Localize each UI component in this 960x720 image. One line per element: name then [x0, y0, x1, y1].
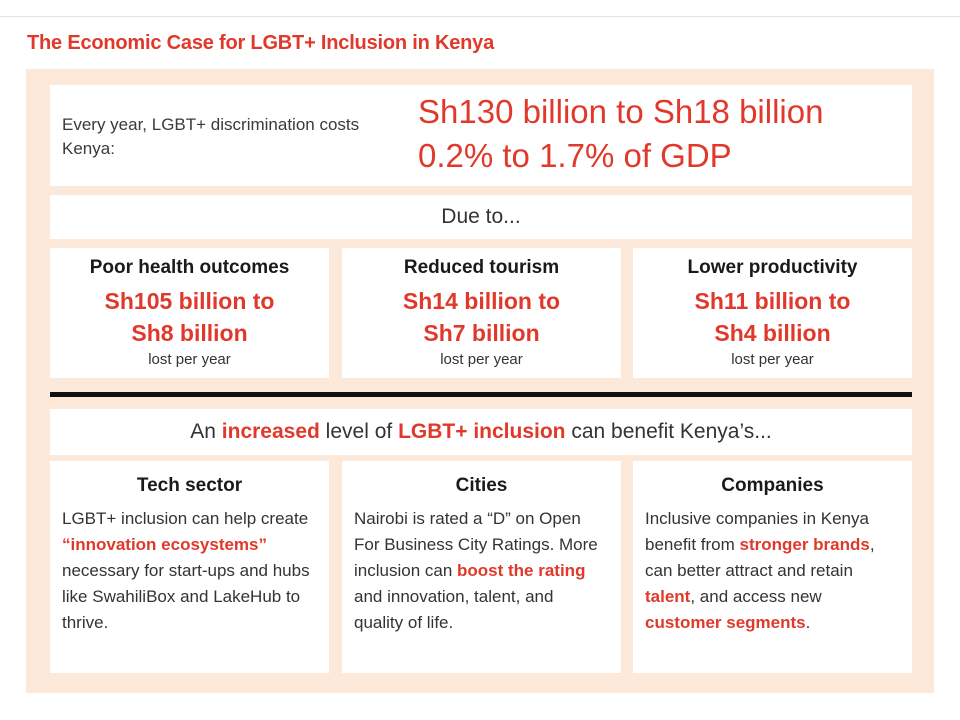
area-card-tech: Tech sector LGBT+ inclusion can help cre… [50, 461, 329, 673]
cause-card-health: Poor health outcomes Sh105 billion to Sh… [50, 248, 329, 378]
headline-gdp-range: 0.2% to 1.7% of GDP [418, 137, 732, 174]
headline-lead-text: Every year, LGBT+ discrimination costs K… [62, 115, 360, 158]
cause-amount-line: Sh14 billion to [402, 288, 561, 314]
headline-cost-range: Sh130 billion to Sh18 billion [418, 93, 824, 130]
cause-title: Poor health outcomes [89, 257, 290, 278]
due-to-banner: Due to... [50, 195, 912, 239]
benefit-text: An [190, 420, 222, 443]
area-highlight: stronger brands [739, 535, 870, 554]
area-text: Nairobi is rated a “D” on Open For Busin… [354, 509, 598, 580]
area-title: Cities [455, 475, 508, 496]
cause-note: lost per year [148, 351, 231, 368]
benefit-text: can benefit Kenya’s... [565, 420, 772, 443]
cause-amount-line: Sh4 billion [714, 320, 831, 346]
top-divider-line [0, 16, 960, 17]
area-title: Companies [721, 475, 824, 496]
area-body: LGBT+ inclusion can help create “innovat… [62, 506, 315, 636]
benefit-text: level of [319, 420, 399, 443]
area-card-companies: Companies Inclusive companies in Kenya b… [633, 461, 912, 673]
area-text: and innovation, talent, and quality of l… [354, 587, 554, 632]
area-text: , can better attract and retain [645, 535, 875, 580]
cause-amount-line: Sh7 billion [423, 320, 540, 346]
area-highlight: boost the rating [457, 561, 586, 580]
section-divider [50, 392, 912, 397]
area-text: . [805, 613, 811, 632]
area-body: Nairobi is rated a “D” on Open For Busin… [354, 506, 607, 636]
cause-note: lost per year [731, 351, 814, 368]
area-highlight: talent [645, 587, 691, 606]
area-text: , and access new [690, 587, 822, 606]
cause-amount-line: Sh11 billion to [694, 288, 851, 314]
cause-amount-line: Sh105 billion to [104, 288, 275, 314]
area-card-cities: Cities Nairobi is rated a “D” on Open Fo… [342, 461, 621, 673]
cause-amount: Sh105 billion to Sh8 billion [50, 285, 329, 349]
area-highlight: “innovation ecosystems” [62, 535, 268, 554]
cause-card-productivity: Lower productivity Sh11 billion to Sh4 b… [633, 248, 912, 378]
headline-card: Every year, LGBT+ discrimination costs K… [50, 85, 912, 186]
benefit-highlight: LGBT+ inclusion [398, 420, 566, 443]
area-body: Inclusive companies in Kenya benefit fro… [645, 506, 898, 636]
cause-amount-line: Sh8 billion [131, 320, 248, 346]
cause-note: lost per year [440, 351, 523, 368]
area-highlight: customer segments [645, 613, 806, 632]
infographic-panel: Every year, LGBT+ discrimination costs K… [26, 69, 934, 693]
cause-title: Reduced tourism [403, 257, 560, 278]
benefit-banner: An increased level of LGBT+ inclusion ca… [50, 409, 912, 455]
area-title: Tech sector [136, 475, 243, 496]
benefit-highlight: increased [221, 420, 320, 443]
area-text: necessary for start-ups and hubs like Sw… [62, 561, 310, 632]
cause-title: Lower productivity [687, 257, 858, 278]
area-text: LGBT+ inclusion can help create [62, 509, 309, 528]
cause-card-tourism: Reduced tourism Sh14 billion to Sh7 bill… [342, 248, 621, 378]
page-title: The Economic Case for LGBT+ Inclusion in… [27, 32, 495, 54]
area-text: Inclusive companies in Kenya benefit fro… [645, 509, 869, 554]
cause-amount: Sh11 billion to Sh4 billion [633, 285, 912, 349]
cause-amount: Sh14 billion to Sh7 billion [342, 285, 621, 349]
